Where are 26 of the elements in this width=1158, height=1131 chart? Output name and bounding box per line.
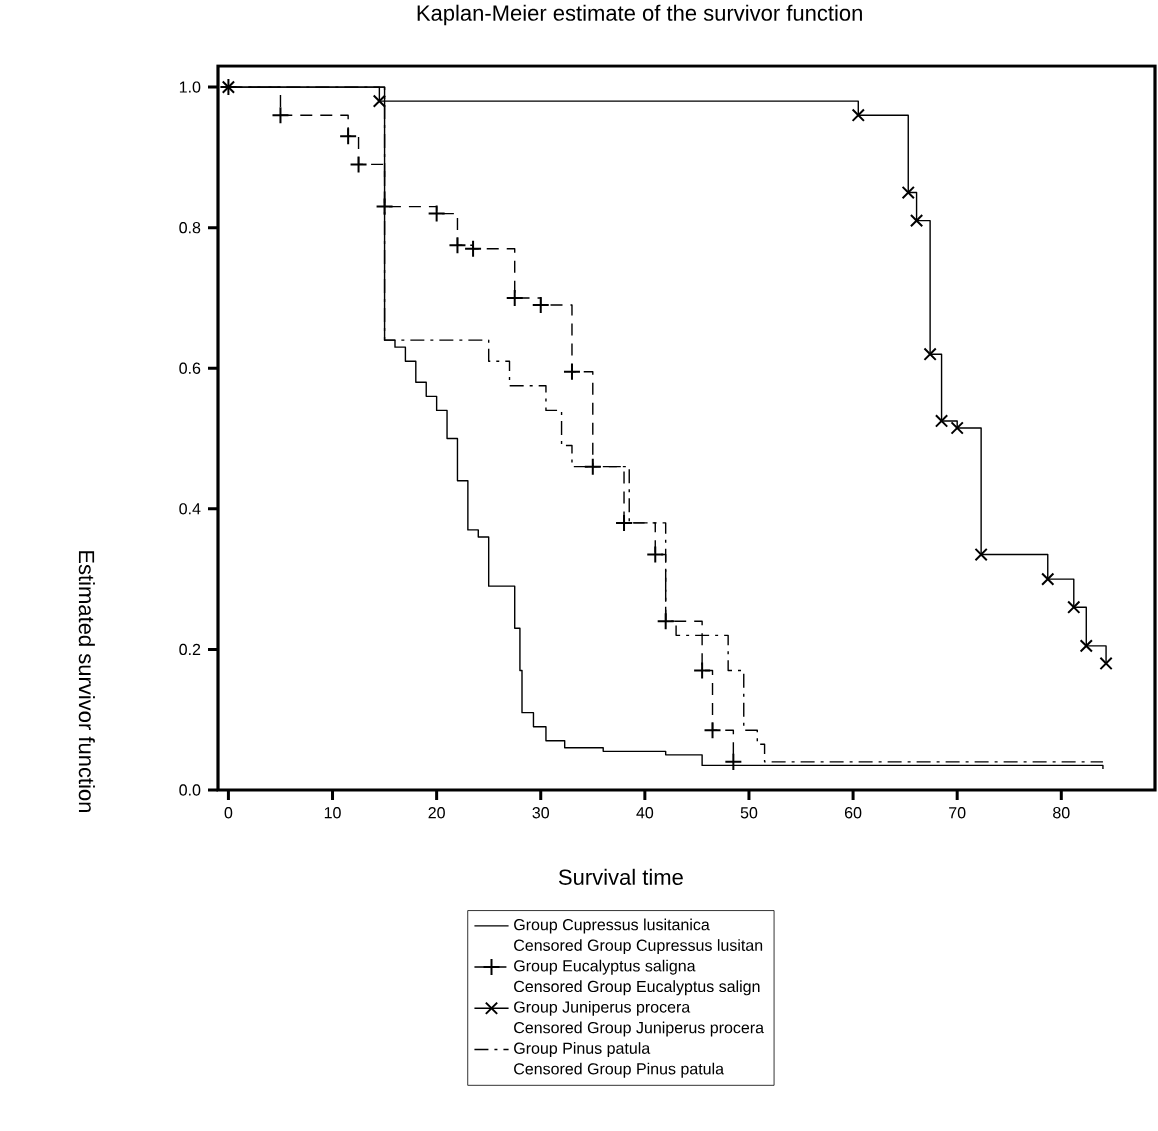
x-tick-label: 10 xyxy=(324,807,341,819)
x-tick-label: 40 xyxy=(636,807,654,819)
x-tick-label: 20 xyxy=(428,807,445,819)
y-tick-label: 0.4 xyxy=(179,503,201,515)
y-axis-title: Estimated survivor function xyxy=(78,551,95,812)
text: Censored Group Juniperus procera xyxy=(514,1021,765,1037)
y-tick-label: 0.8 xyxy=(179,222,201,234)
text: Censored Group Pinus patula xyxy=(514,1062,725,1078)
y-tick-label: 0.0 xyxy=(179,784,201,796)
legend-label: Group Cupressus lusitanica xyxy=(514,918,710,934)
x-tick-label: 60 xyxy=(844,807,862,819)
y-tick-label: 0.6 xyxy=(179,362,201,374)
x-tick-label: 30 xyxy=(532,807,550,819)
legend-label: Group Pinus patula xyxy=(514,1042,651,1058)
text: Censored Group Cupressus lusitan xyxy=(514,939,763,955)
x-tick-label: 70 xyxy=(949,807,966,819)
chart-title: Kaplan-Meier estimate of the survivor function xyxy=(417,4,862,26)
x-tick-label: 80 xyxy=(1053,807,1070,819)
text: Censored Group Eucalyptus salign xyxy=(514,980,760,996)
legend-label: Group Juniperus procera xyxy=(514,1000,691,1016)
x-tick-label: 0 xyxy=(224,807,233,819)
y-tick-label: 1.0 xyxy=(179,81,201,93)
x-tick-label: 50 xyxy=(740,807,758,819)
x-axis-title: Survival time xyxy=(558,868,683,885)
y-tick-label: 0.2 xyxy=(179,643,201,656)
legend-label: Group Eucalyptus saligna xyxy=(514,959,696,975)
